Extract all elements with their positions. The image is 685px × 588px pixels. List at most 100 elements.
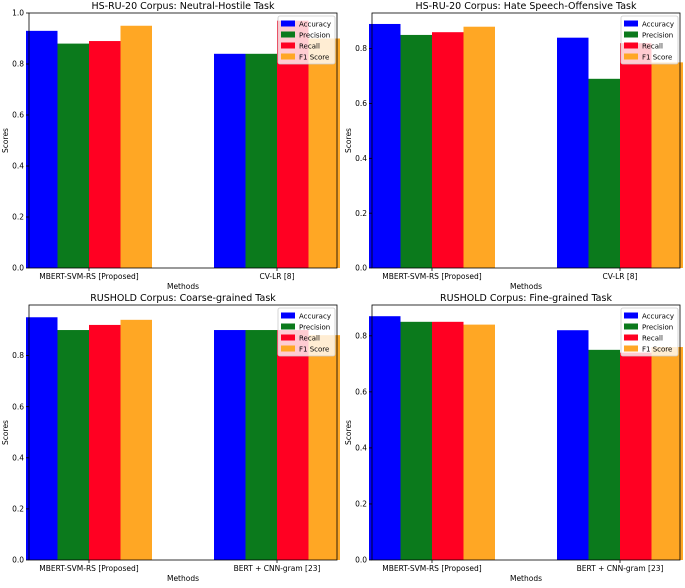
legend-label: F1 Score — [299, 346, 329, 354]
chart-hate-speech-offensive: HS-RU-20 Corpus: Hate Speech-Offensive T… — [343, 0, 685, 292]
legend-label: Recall — [299, 335, 320, 343]
bar-f1-score-0 — [463, 324, 495, 560]
bar-accuracy-1 — [557, 37, 589, 269]
plot-frame — [371, 12, 681, 269]
bar-precision-1 — [245, 53, 277, 268]
y-tick-label: 0.0 — [12, 556, 24, 565]
chart-fine-grained: RUSHOLD Corpus: Fine-grained Task MBERT-S… — [343, 292, 685, 584]
legend-swatch-accuracy — [624, 312, 638, 319]
legend: Accuracy Precision Recall F1 Score — [620, 15, 679, 65]
bar-recall-1 — [620, 43, 652, 269]
legend-swatch-accuracy — [281, 20, 295, 27]
chart-title: HS-RU-20 Corpus: Neutral-Hostile Task — [91, 1, 275, 12]
legend-swatch-f1-score — [624, 53, 638, 60]
bar-f1-score-1 — [308, 335, 340, 560]
legend-swatch-precision — [624, 323, 638, 330]
legend-label: Accuracy — [299, 313, 331, 321]
legend-label: F1 Score — [299, 54, 329, 62]
bar-precision-0 — [400, 34, 432, 268]
legend-label: Recall — [299, 43, 320, 51]
bar-f1-score-1 — [651, 62, 683, 268]
y-tick-label: 0.6 — [355, 387, 367, 396]
y-tick-label: 0.2 — [355, 209, 367, 218]
legend-swatch-accuracy — [281, 312, 295, 319]
y-axis-label: Scores — [1, 128, 10, 153]
x-tick-label: CV-LR [8] — [602, 272, 637, 281]
legend-swatch-f1-score — [281, 53, 295, 60]
legend-swatch-precision — [624, 31, 638, 38]
y-tick-label: 0.6 — [12, 111, 24, 120]
legend-swatch-recall — [624, 42, 638, 49]
legend-label: F1 Score — [642, 54, 672, 62]
bar-precision-1 — [588, 349, 620, 560]
bar-precision-0 — [400, 321, 432, 560]
y-tick-label: 0.6 — [355, 99, 367, 108]
legend-box — [277, 15, 336, 65]
y-tick-label: 0.4 — [12, 453, 24, 462]
plot-frame — [371, 304, 681, 561]
y-tick-label: 0.4 — [355, 154, 367, 163]
y-tick-label: 0.8 — [12, 60, 24, 69]
bar-precision-0 — [57, 43, 89, 268]
y-tick-label: 0.8 — [355, 44, 367, 53]
legend-label: Accuracy — [642, 21, 674, 29]
legend-swatch-recall — [281, 42, 295, 49]
legend-swatch-f1-score — [624, 345, 638, 352]
legend-box — [277, 307, 336, 357]
bar-precision-1 — [245, 330, 277, 560]
legend: Accuracy Precision Recall F1 Score — [277, 15, 336, 65]
bar-accuracy-0 — [26, 30, 58, 268]
legend-swatch-precision — [281, 323, 295, 330]
y-axis-label: Scores — [1, 420, 10, 445]
y-tick-label: 0.6 — [12, 402, 24, 411]
bar-accuracy-1 — [214, 330, 246, 560]
x-tick-label: CV-LR [8] — [259, 272, 294, 281]
plot-frame — [28, 12, 338, 269]
bar-recall-0 — [89, 324, 121, 560]
x-tick-label: MBERT-SVM-RS [Proposed] — [39, 272, 139, 281]
y-tick-label: 0.4 — [12, 162, 24, 171]
legend-label: Recall — [642, 43, 663, 51]
chart-svg: HS-RU-20 Corpus: Hate Speech-Offensive T… — [344, 1, 683, 291]
bar-precision-0 — [57, 330, 89, 560]
legend-label: Precision — [642, 324, 673, 332]
legend-label: Precision — [299, 32, 330, 40]
x-tick-label: MBERT-SVM-RS [Proposed] — [39, 564, 139, 573]
bar-recall-1 — [277, 330, 309, 560]
legend-box — [620, 15, 679, 65]
x-tick-label: BERT + CNN-gram [23] — [234, 564, 321, 573]
y-tick-label: 0.8 — [355, 331, 367, 340]
bar-recall-0 — [432, 321, 464, 560]
bar-f1-score-1 — [308, 38, 340, 268]
legend-box — [620, 307, 679, 357]
legend-swatch-accuracy — [624, 20, 638, 27]
bar-accuracy-0 — [26, 317, 58, 560]
chart-title: HS-RU-20 Corpus: Hate Speech-Offensive T… — [416, 1, 637, 12]
y-tick-label: 0.2 — [12, 504, 24, 513]
bar-recall-0 — [89, 41, 121, 268]
y-tick-label: 0.0 — [355, 556, 367, 565]
chart-svg: RUSHOLD Corpus: Fine-grained Task MBERT-S… — [344, 293, 683, 583]
legend-label: Accuracy — [299, 21, 331, 29]
bar-recall-0 — [432, 32, 464, 269]
y-tick-label: 0.0 — [355, 264, 367, 273]
legend-label: Accuracy — [642, 313, 674, 321]
bar-f1-score-0 — [120, 25, 152, 268]
legend-label: Precision — [299, 324, 330, 332]
x-tick-label: MBERT-SVM-RS [Proposed] — [382, 272, 482, 281]
y-tick-label: 0.8 — [12, 351, 24, 360]
y-tick-label: 0.0 — [12, 264, 24, 273]
y-axis-label: Scores — [344, 128, 353, 153]
bar-accuracy-0 — [369, 23, 401, 268]
x-tick-label: MBERT-SVM-RS [Proposed] — [382, 564, 482, 573]
legend-swatch-recall — [281, 334, 295, 341]
y-tick-label: 0.2 — [355, 500, 367, 509]
legend-label: F1 Score — [642, 346, 672, 354]
bar-f1-score-0 — [120, 319, 152, 560]
legend-swatch-recall — [624, 334, 638, 341]
plot-frame — [28, 304, 338, 561]
legend-label: Precision — [642, 32, 673, 40]
legend: Accuracy Precision Recall F1 Score — [277, 307, 336, 357]
chart-svg: RUSHOLD Corpus: Coarse-grained Task MBERT… — [1, 293, 340, 583]
x-tick-label: BERT + CNN-gram [23] — [577, 564, 664, 573]
